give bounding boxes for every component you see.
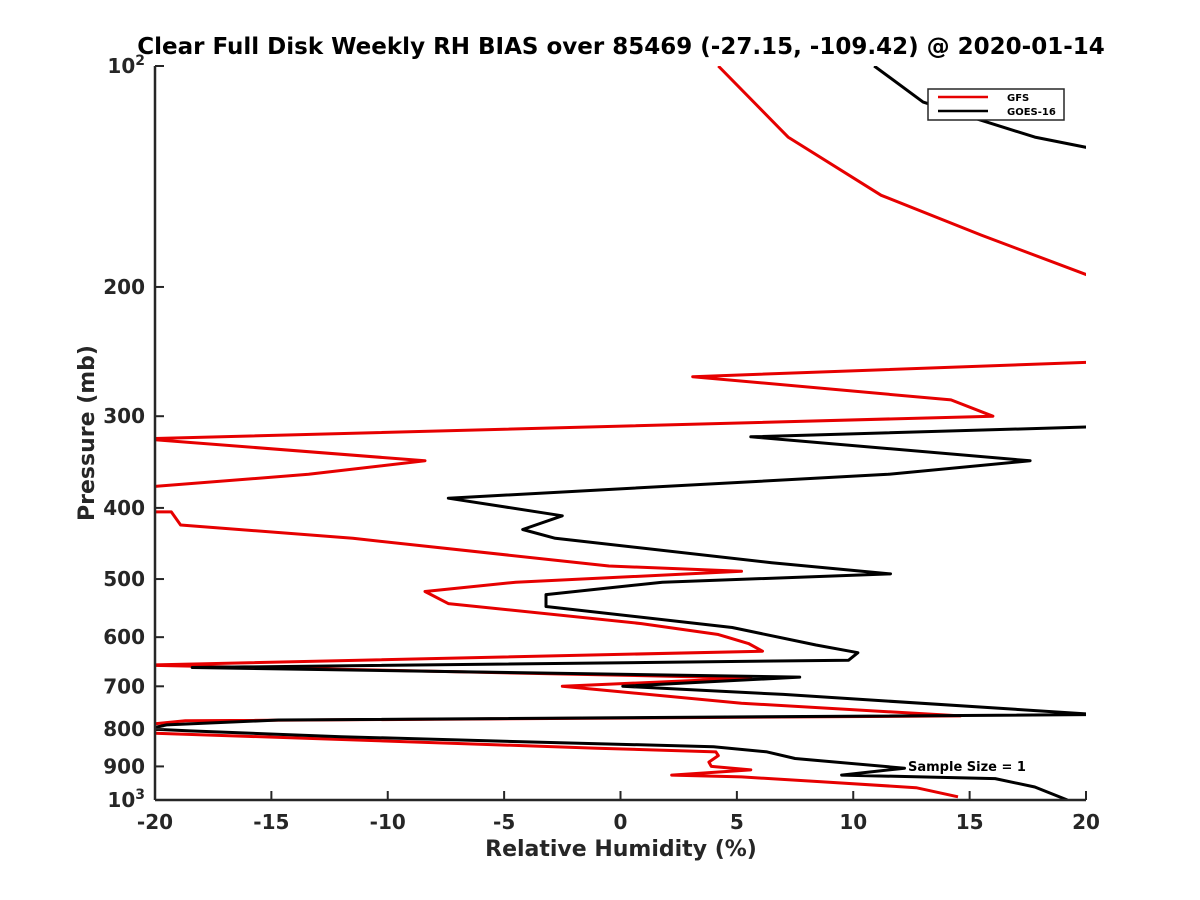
y-tick-label: 900 xyxy=(103,754,145,778)
y-tick-label: 600 xyxy=(103,625,145,649)
y-tick-label: 300 xyxy=(103,404,145,428)
y-tick-label: 400 xyxy=(103,496,145,520)
y-ticks: 102 200 300 400 500 600 700 800 900 103 xyxy=(103,53,164,812)
axes xyxy=(153,66,1086,802)
y-axis-label: Pressure (mb) xyxy=(75,345,100,521)
legend-label-goes-16: GOES-16 xyxy=(1007,107,1056,118)
chart-title: Clear Full Disk Weekly RH BIAS over 8546… xyxy=(137,34,1105,60)
x-ticks: -20 -15 -10 -5 0 5 10 15 20 xyxy=(137,791,1100,834)
legend-label-gfs: GFS xyxy=(1007,93,1029,104)
x-tick-label: 0 xyxy=(614,810,628,834)
x-tick-label: 20 xyxy=(1072,810,1100,834)
y-tick-label: 700 xyxy=(103,674,145,698)
x-tick-label: 15 xyxy=(956,810,984,834)
sample-size-annotation: Sample Size = 1 xyxy=(908,760,1026,775)
y-tick-label: 200 xyxy=(103,275,145,299)
x-tick-label: -20 xyxy=(137,810,173,834)
series-line-gfs xyxy=(155,66,1086,799)
x-tick-label: -10 xyxy=(370,810,406,834)
x-tick-label: 5 xyxy=(730,810,744,834)
x-tick-label: -5 xyxy=(493,810,515,834)
y-tick-label: 800 xyxy=(103,717,145,741)
y-tick-label: 500 xyxy=(103,567,145,591)
legend-box xyxy=(927,88,1065,121)
y-tick-label: 103 xyxy=(107,787,145,812)
chart-legend: GFS GOES-16 xyxy=(927,88,1065,121)
x-axis-label: Relative Humidity (%) xyxy=(485,837,757,862)
x-tick-label: -15 xyxy=(253,810,289,834)
series-line-goes-16 xyxy=(155,66,1086,800)
y-tick-label: 102 xyxy=(107,53,145,78)
x-tick-label: 10 xyxy=(839,810,867,834)
series-layer xyxy=(155,66,1086,800)
